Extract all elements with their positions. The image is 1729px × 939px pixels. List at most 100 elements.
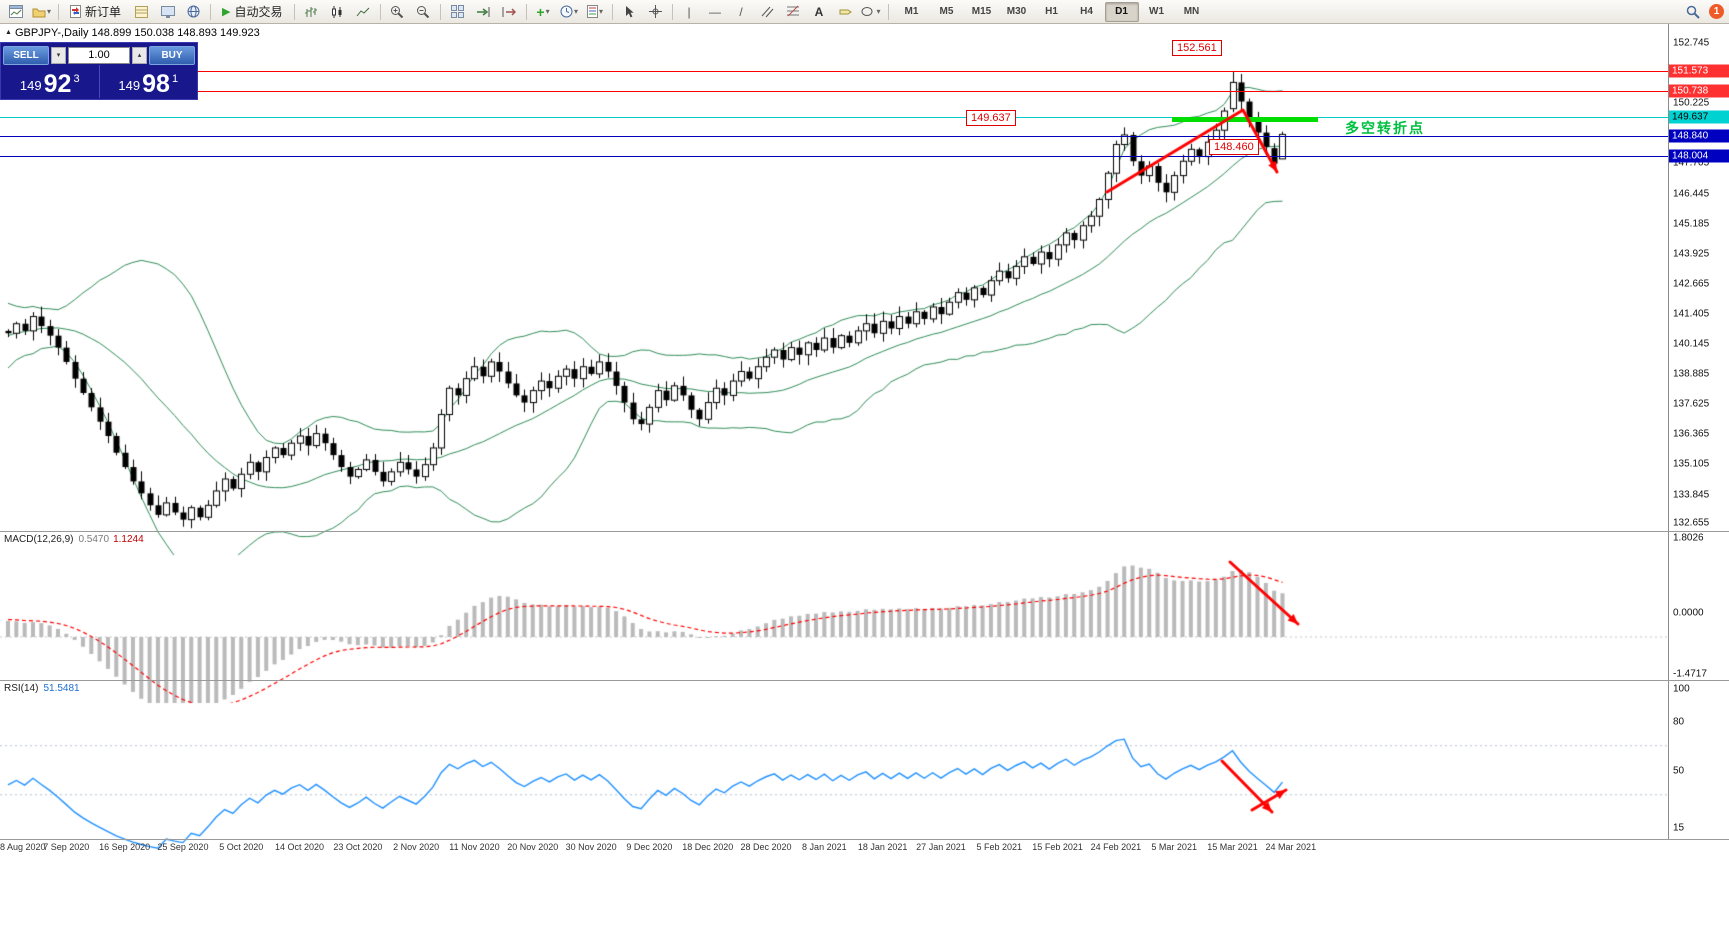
mql5-community-icon[interactable]	[181, 1, 206, 23]
date-axis-label: 5 Oct 2020	[219, 842, 264, 852]
price-scale-label: 140.145	[1673, 338, 1710, 350]
chart-area[interactable]	[0, 24, 1729, 939]
price-badge: 151.573	[1669, 64, 1729, 78]
turning-point-note[interactable]: 多空转折点	[1345, 120, 1425, 136]
price-badge: 148.004	[1669, 149, 1729, 163]
price-chart-canvas[interactable]	[0, 48, 1668, 863]
rsi-label: RSI(14) 51.5481	[4, 683, 80, 694]
bid-price[interactable]: 149 92 3	[1, 65, 100, 98]
date-axis-label: 16 Sep 2020	[99, 842, 151, 852]
ask-price[interactable]: 149 98 1	[118, 70, 179, 98]
periods-icon[interactable]: ▾	[557, 1, 582, 23]
date-axis-separator	[0, 839, 1729, 840]
rsi-scale-label: 15	[1673, 822, 1685, 834]
timeframe-m5[interactable]: M5	[939, 6, 954, 17]
timeframe-h4[interactable]: H4	[1080, 6, 1093, 17]
macd-panel-separator[interactable]	[0, 531, 1729, 532]
candlestick-chart-icon[interactable]	[325, 1, 350, 23]
support-zone-line[interactable]	[1172, 117, 1318, 122]
horizontal-line-object[interactable]	[0, 156, 1668, 157]
crosshair-icon[interactable]	[643, 1, 668, 23]
volume-decrease-button[interactable]: ▾	[51, 46, 66, 64]
timeframe-w1[interactable]: W1	[1149, 6, 1164, 17]
market-watch-icon[interactable]	[129, 1, 154, 23]
new-order-button[interactable]: 新订单	[63, 1, 128, 23]
text-icon[interactable]: A	[814, 4, 824, 19]
trendline-icon[interactable]: /	[739, 4, 743, 19]
toolbar-separator	[887, 3, 889, 20]
date-axis-label: 8 Jan 2021	[802, 842, 847, 852]
vertical-line-icon[interactable]: |	[687, 4, 691, 19]
cursor-icon[interactable]	[617, 1, 642, 23]
search-icon[interactable]	[1680, 1, 1705, 23]
buy-button[interactable]: BUY	[149, 45, 195, 65]
timeframe-m30[interactable]: M30	[1006, 6, 1027, 17]
symbol-ohlc-line: ▲ GBPJPY-,Daily 148.899 150.038 148.893 1…	[5, 27, 260, 39]
line-chart-icon[interactable]	[351, 1, 376, 23]
price-scale-label: 138.885	[1673, 368, 1710, 380]
timeframe-mn[interactable]: MN	[1183, 6, 1200, 17]
rsi-scale-label: 50	[1673, 765, 1685, 777]
chevron-down-icon: ▾	[545, 7, 550, 16]
price-badge: 149.637	[1669, 110, 1729, 124]
indicators-icon[interactable]: + ▾	[531, 1, 556, 23]
collapse-triangle-icon[interactable]: ▲	[5, 29, 12, 36]
price-badge: 150.738	[1669, 84, 1729, 98]
toolbar-right: 1	[1680, 1, 1726, 23]
timeframe-group: M1 M5 M15 M30 H1 H4 D1 W1 MN	[895, 1, 1209, 22]
date-axis-label: 2 Nov 2020	[393, 842, 440, 852]
channel-icon[interactable]	[755, 1, 780, 23]
date-axis-label: 18 Dec 2020	[682, 842, 734, 852]
terminal-icon[interactable]	[155, 1, 180, 23]
horizontal-line-object[interactable]	[0, 71, 1668, 72]
price-annotation-box[interactable]: 152.561	[1172, 40, 1222, 56]
chevron-down-icon: ▾	[573, 7, 578, 16]
chevron-down-icon: ▾	[46, 7, 51, 16]
toolbar-separator	[611, 3, 613, 20]
sell-button[interactable]: SELL	[3, 45, 49, 65]
horizontal-line-icon[interactable]: —	[709, 4, 721, 19]
price-scale-border	[1668, 24, 1669, 839]
date-axis-label: 5 Feb 2021	[976, 842, 1023, 852]
timeframe-m1[interactable]: M1	[904, 6, 919, 17]
templates-icon[interactable]: ▾	[583, 1, 608, 23]
volume-input[interactable]: 1.00	[68, 46, 130, 64]
horizontal-line-object[interactable]	[0, 91, 1668, 92]
shapes-icon[interactable]: ▾	[859, 1, 884, 23]
timeframe-d1[interactable]: D1	[1104, 1, 1139, 22]
date-axis-label: 20 Nov 2020	[507, 842, 559, 852]
price-scale-label: 152.745	[1673, 37, 1710, 49]
tile-windows-icon[interactable]	[445, 1, 470, 23]
one-click-trading-panel: SELL ▾ 1.00 ▴ BUY 149 92 3 149 98 1	[0, 42, 198, 100]
toolbar-separator	[439, 3, 441, 20]
macd-scale-label: 0.0000	[1673, 607, 1704, 619]
price-annotation-box[interactable]: 149.637	[966, 110, 1016, 126]
date-axis-label: 15 Mar 2021	[1207, 842, 1258, 852]
zoom-out-icon[interactable]	[411, 1, 436, 23]
timeframe-h1[interactable]: H1	[1045, 6, 1058, 17]
date-axis-label: 8 Aug 2020	[0, 842, 46, 852]
auto-trading-button[interactable]: ▶ 自动交易	[215, 1, 289, 23]
notification-badge[interactable]: 1	[1709, 4, 1724, 19]
auto-scroll-icon[interactable]	[471, 1, 496, 23]
chevron-down-icon: ▾	[876, 7, 881, 16]
bar-chart-icon[interactable]	[299, 1, 324, 23]
price-scale-label: 146.445	[1673, 188, 1710, 200]
toolbar-separator	[58, 3, 59, 20]
fibonacci-icon[interactable]	[781, 1, 806, 23]
profiles-icon[interactable]: ▾	[29, 1, 54, 23]
macd-label: MACD(12,26,9) 0.5470 1.1244	[4, 534, 144, 545]
timeframe-m15[interactable]: M15	[971, 6, 992, 17]
toolbar-separator	[379, 3, 381, 20]
new-chart-icon[interactable]	[3, 1, 28, 23]
arrow-label-icon[interactable]	[833, 1, 858, 23]
price-annotation-box[interactable]: 148.460	[1209, 139, 1259, 155]
date-axis-label: 24 Feb 2021	[1090, 842, 1142, 852]
volume-increase-button[interactable]: ▴	[132, 46, 147, 64]
chart-shift-icon[interactable]	[497, 1, 522, 23]
date-axis-label: 9 Dec 2020	[626, 842, 673, 852]
zoom-in-icon[interactable]	[385, 1, 410, 23]
rsi-panel-separator[interactable]	[0, 680, 1729, 681]
price-scale-label: 137.625	[1673, 398, 1710, 410]
